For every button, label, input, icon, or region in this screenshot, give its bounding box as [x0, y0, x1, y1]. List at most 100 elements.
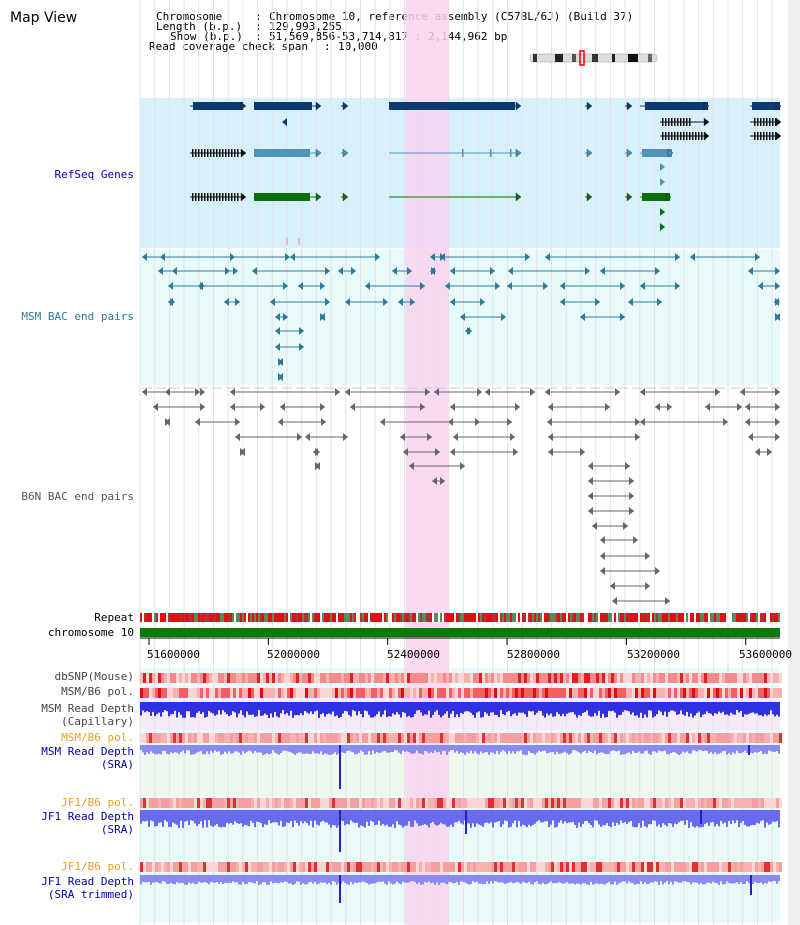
jf1-pol-heat [707, 798, 710, 808]
msm-bac-pair-end [383, 298, 388, 306]
msm-capillary-depth [664, 702, 666, 712]
msm-pol-heat [410, 688, 413, 698]
b6n-bac-pair-end [165, 388, 170, 396]
msm-capillary-depth [144, 702, 146, 713]
jf1-sra-depth [508, 810, 510, 828]
jf1-trim-depth [244, 875, 246, 885]
dbsnp-heat [722, 673, 725, 683]
msm-pol2-heat [188, 733, 191, 743]
repeat-block [410, 613, 412, 622]
jf1-pol-heat [620, 798, 623, 808]
jf1-pol-heat [668, 798, 671, 808]
jf1-sra-depth [318, 810, 320, 826]
page-title: Map View [10, 10, 78, 26]
msm-capillary-depth [724, 702, 726, 715]
msm-capillary-depth [168, 702, 170, 717]
dbsnp-heat [674, 673, 677, 683]
repeat-block [394, 613, 396, 622]
msm-sra-depth [212, 745, 214, 753]
jf1-sra-depth [250, 810, 252, 821]
msm-pol-heat [497, 688, 500, 698]
dbsnp-heat [176, 673, 179, 683]
jf1-pol2-heat [425, 862, 428, 872]
msm-sra-depth [720, 745, 722, 753]
msm-sra-depth [484, 745, 486, 753]
msm-capillary-depth [550, 702, 552, 714]
msm-pol-heat [296, 688, 299, 698]
msm-sra-depth [318, 745, 320, 754]
msm-capillary-depth [204, 702, 206, 718]
msm-sra-depth [544, 745, 546, 751]
msm-pol-heat [581, 688, 584, 698]
dbsnp-heat [257, 673, 260, 683]
jf1-pol-heat [443, 798, 446, 808]
jf1-pol2-heat [218, 862, 221, 872]
dbsnp-heat [254, 673, 257, 683]
dbsnp-heat [656, 673, 659, 683]
jf1-trim-depth [474, 875, 476, 883]
jf1-pol-heat [185, 798, 188, 808]
jf1-pol-heat [146, 798, 149, 808]
repeat-block [164, 613, 166, 622]
jf1-pol2-heat [617, 862, 620, 872]
jf1-trim-depth [674, 875, 676, 882]
dbsnp-heat [353, 673, 356, 683]
msm-sra-depth [234, 745, 236, 752]
jf1-sra-depth [402, 810, 404, 828]
refseq-exon [665, 118, 667, 126]
msm-pol2-heat [230, 733, 233, 743]
msm-capillary-depth [538, 702, 540, 711]
jf1-trim-depth [288, 875, 290, 884]
dbsnp-heat [575, 673, 578, 683]
repeat-block [208, 613, 210, 622]
msm-pol-heat [308, 688, 311, 698]
msm-pol2-heat [458, 733, 461, 743]
msm-sra-depth [276, 745, 278, 754]
jf1-pol-heat [389, 798, 392, 808]
jf1-pol-heat [557, 798, 560, 808]
dbsnp-heat [494, 673, 497, 683]
jf1-pol2-heat [227, 862, 230, 872]
b6n-bac-pair-end [515, 403, 520, 411]
msm-bac-pair-end [560, 282, 565, 290]
msm-sra-depth [314, 745, 316, 754]
jf1-pol-heat [635, 798, 638, 808]
b6n-bac-pair-end [403, 448, 408, 456]
repeat-block [316, 613, 318, 622]
jf1-trim-depth [270, 875, 272, 882]
jf1-pol2-heat [212, 862, 215, 872]
jf1-trim-depth [182, 875, 184, 883]
repeat-block [470, 613, 472, 622]
msm-sra-depth [256, 745, 258, 753]
msm-pol-heat [176, 688, 179, 698]
msm-capillary-depth [712, 702, 714, 716]
msm-pol2-heat [272, 733, 275, 743]
msm-capillary-depth [458, 702, 460, 717]
msm-sra-depth [414, 745, 416, 753]
repeat-block [248, 613, 250, 622]
msm-depth-sra-label: MSM Read Depth (SRA) [41, 745, 134, 771]
msm-sra-depth [264, 745, 266, 755]
jf1-sra-depth [346, 810, 348, 824]
jf1-pol2-heat [605, 862, 608, 872]
msm-capillary-depth [326, 702, 328, 715]
jf1-trim-depth [654, 875, 656, 882]
repeat-block [726, 613, 728, 622]
b6n-bac-pair-end [350, 403, 355, 411]
repeat-block [432, 613, 434, 622]
msm-capillary-depth [678, 702, 680, 715]
msm-pol-heat [290, 688, 293, 698]
dbsnp-heat [395, 673, 398, 683]
jf1-pol2-heat [593, 862, 596, 872]
msm-pol2-heat [752, 733, 755, 743]
jf1-sra-depth [324, 810, 326, 823]
msm-pol2-heat [713, 733, 716, 743]
b6n-bac-pair-end [320, 403, 325, 411]
jf1-pol-heat [293, 798, 296, 808]
repeat-block [670, 613, 672, 622]
msm-pol2-heat [407, 733, 410, 743]
scrollbar-track[interactable] [788, 0, 800, 925]
msm-pol2-heat [353, 733, 356, 743]
repeat-block [712, 613, 714, 622]
